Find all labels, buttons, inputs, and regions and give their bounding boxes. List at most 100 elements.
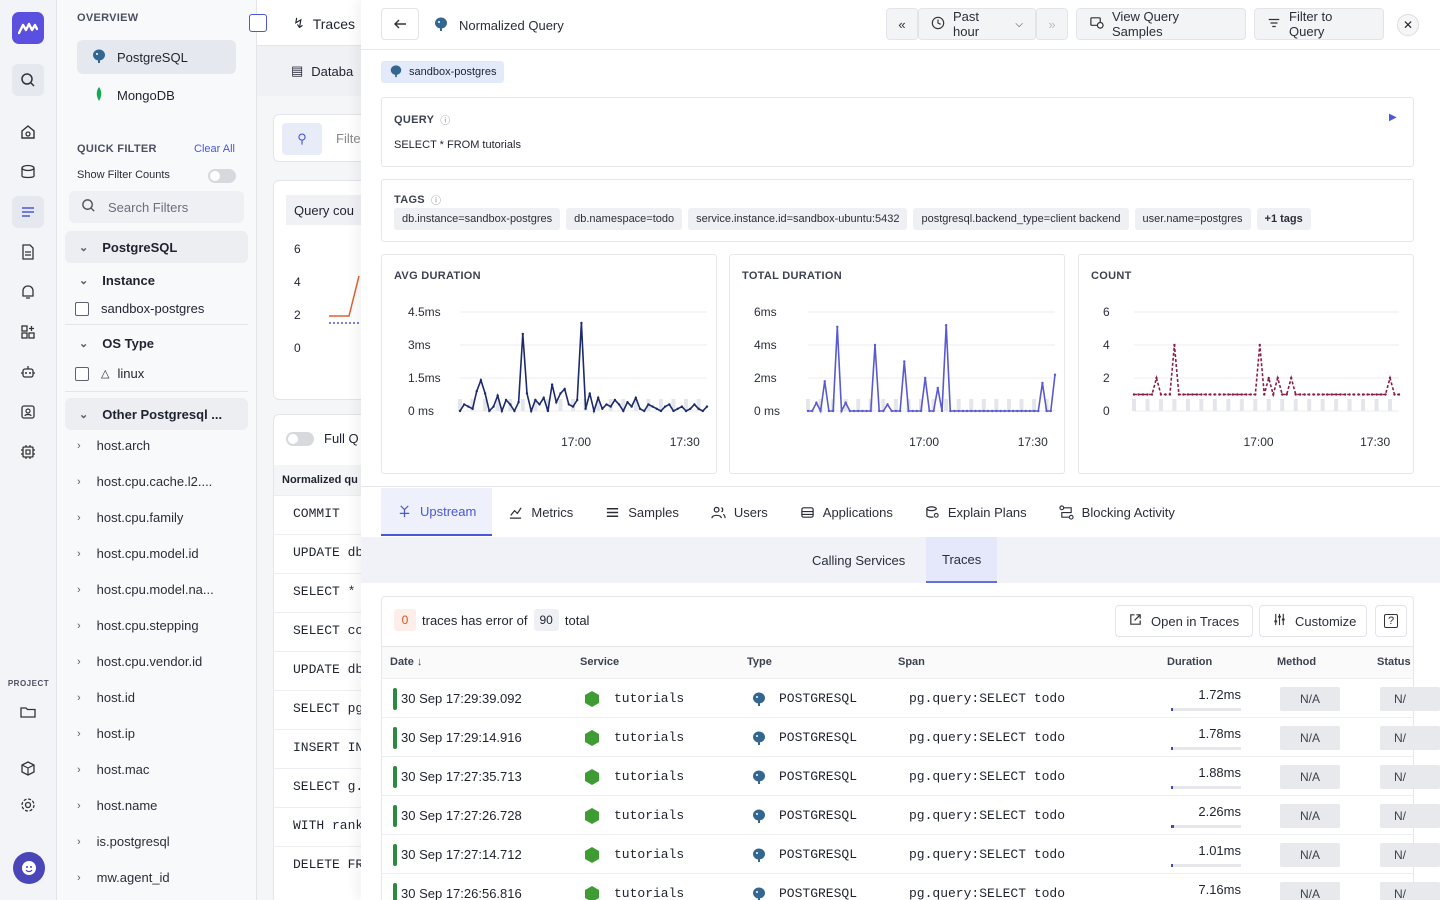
data-point[interactable]: [1236, 393, 1239, 396]
query-row[interactable]: UPDATE db: [274, 651, 394, 690]
data-point[interactable]: [1339, 393, 1342, 396]
checkbox[interactable]: [75, 366, 89, 381]
data-point[interactable]: [672, 409, 675, 413]
data-point[interactable]: [555, 401, 558, 404]
data-point[interactable]: [932, 409, 935, 413]
filter-attribute[interactable]: › host.cpu.family: [77, 510, 183, 525]
data-point[interactable]: [643, 409, 646, 413]
data-point[interactable]: [974, 409, 977, 413]
data-point[interactable]: [1290, 376, 1293, 380]
data-point[interactable]: [680, 405, 684, 408]
data-point[interactable]: [1173, 343, 1176, 347]
infrastructure-icon[interactable]: [12, 156, 44, 188]
data-point[interactable]: [1164, 393, 1167, 396]
trace-service[interactable]: tutorials: [583, 679, 684, 718]
data-point[interactable]: [1146, 393, 1149, 396]
data-point[interactable]: [1222, 393, 1226, 396]
data-point[interactable]: [1272, 393, 1275, 396]
settings-chip-icon[interactable]: [12, 436, 44, 468]
ai-assistant-icon[interactable]: [12, 356, 44, 388]
data-point[interactable]: [1213, 393, 1217, 396]
filter-search-icon[interactable]: ⚲: [282, 123, 322, 155]
data-point[interactable]: [1003, 409, 1006, 413]
time-forward-button[interactable]: »: [1036, 8, 1068, 40]
data-point[interactable]: [961, 409, 965, 413]
filter-option-linux[interactable]: △ linux: [75, 366, 144, 381]
data-point[interactable]: [1388, 376, 1392, 380]
data-point[interactable]: [831, 409, 835, 413]
data-point[interactable]: [504, 398, 508, 402]
col-date[interactable]: Date ↓: [390, 656, 423, 668]
data-point[interactable]: [1186, 393, 1190, 396]
data-point[interactable]: [638, 407, 642, 410]
avatar[interactable]: [13, 852, 45, 884]
col-service[interactable]: Service: [580, 656, 620, 668]
data-point[interactable]: [924, 376, 927, 380]
data-point[interactable]: [1370, 393, 1374, 396]
data-point[interactable]: [546, 409, 550, 413]
data-point[interactable]: [1155, 376, 1158, 380]
data-point[interactable]: [970, 409, 973, 413]
data-point[interactable]: [509, 403, 512, 406]
data-point[interactable]: [655, 407, 658, 410]
integrations-icon[interactable]: [12, 753, 44, 785]
gear-icon[interactable]: [12, 789, 44, 821]
table-row[interactable]: 30 Sep 17:27:14.712 tutorials POSTGRESQL pg…: [381, 834, 1440, 873]
data-point[interactable]: [869, 409, 872, 413]
filter-attribute[interactable]: › host.mac: [77, 762, 149, 777]
data-point[interactable]: [576, 398, 579, 402]
data-point[interactable]: [1384, 393, 1387, 396]
data-point[interactable]: [1177, 393, 1181, 396]
data-point[interactable]: [462, 403, 466, 406]
data-point[interactable]: [697, 407, 700, 410]
filter-attribute[interactable]: › host.cpu.stepping: [77, 618, 199, 633]
data-point[interactable]: [903, 360, 906, 363]
query-row[interactable]: SELECT g.: [274, 768, 394, 807]
open-in-traces-button[interactable]: Open in Traces: [1115, 605, 1253, 637]
data-point[interactable]: [1263, 393, 1266, 396]
data-point[interactable]: [1195, 393, 1199, 396]
data-point[interactable]: [479, 379, 483, 382]
data-point[interactable]: [857, 409, 860, 413]
table-row[interactable]: 30 Sep 17:29:39.092 tutorials POSTGRESQL pg…: [381, 678, 1440, 718]
data-point[interactable]: [567, 403, 571, 406]
help-button[interactable]: ?: [1375, 605, 1407, 637]
data-point[interactable]: [1028, 409, 1032, 413]
data-point[interactable]: [483, 392, 487, 395]
show-filter-counts-toggle[interactable]: [208, 169, 236, 183]
tab-blocking-activity[interactable]: Blocking Activity: [1043, 488, 1191, 536]
filter-attribute[interactable]: › mw.agent_id: [77, 870, 170, 885]
data-point[interactable]: [1204, 393, 1208, 396]
data-point[interactable]: [936, 386, 939, 390]
data-point[interactable]: [852, 409, 856, 413]
sidebar-item-postgresql[interactable]: PostgreSQL: [77, 40, 236, 74]
data-point[interactable]: [1303, 393, 1306, 396]
filter-group-other-postgresql[interactable]: ⌄ Other Postgresql ...: [65, 398, 248, 430]
tab-users[interactable]: Users: [695, 488, 784, 536]
home-icon[interactable]: [12, 116, 44, 148]
trace-service[interactable]: tutorials: [583, 718, 684, 757]
data-point[interactable]: [617, 403, 621, 406]
data-point[interactable]: [806, 409, 810, 413]
data-point[interactable]: [1041, 381, 1044, 385]
data-point[interactable]: [1330, 393, 1333, 396]
data-point[interactable]: [865, 409, 868, 413]
data-point[interactable]: [991, 409, 994, 413]
data-point[interactable]: [995, 409, 998, 413]
data-point[interactable]: [1053, 373, 1057, 376]
data-point[interactable]: [538, 403, 541, 406]
filter-attribute[interactable]: › host.id: [77, 690, 135, 705]
subtab-traces[interactable]: Traces: [926, 537, 998, 583]
clear-all-link[interactable]: Clear All: [194, 143, 235, 155]
data-point[interactable]: [513, 409, 516, 413]
data-point[interactable]: [894, 409, 898, 413]
filter-group-postgresql[interactable]: ⌄ PostgreSQL: [65, 231, 248, 263]
table-row[interactable]: 30 Sep 17:27:26.728 tutorials POSTGRESQL pg…: [381, 795, 1440, 834]
close-icon[interactable]: ✕: [1397, 14, 1419, 36]
data-point[interactable]: [1209, 393, 1212, 396]
data-point[interactable]: [1307, 393, 1311, 396]
expand-query-icon[interactable]: ▶: [1389, 112, 1397, 123]
col-status[interactable]: Status: [1377, 656, 1411, 668]
data-point[interactable]: [684, 409, 688, 413]
data-point[interactable]: [1007, 409, 1011, 413]
